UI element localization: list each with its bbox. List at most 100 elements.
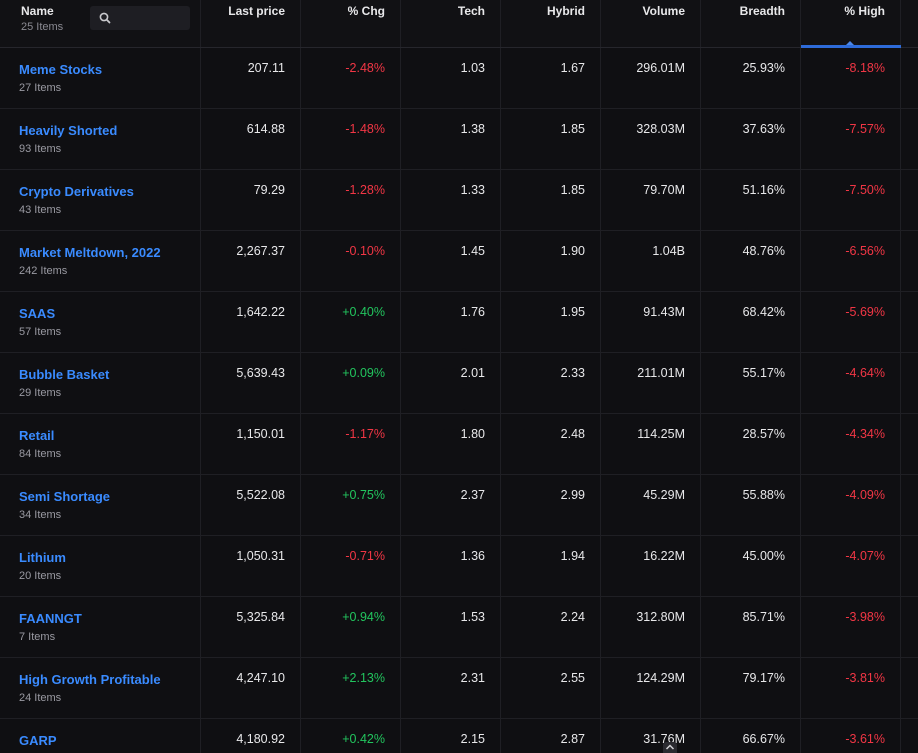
high-value: -7.50% (845, 183, 885, 197)
last-price-cell: 4,247.10 (201, 658, 301, 718)
table-row[interactable]: Meme Stocks 27 Items 207.11 -2.48% 1.03 1.67 2… (0, 48, 918, 109)
tech-column-header[interactable]: Tech (457, 4, 485, 18)
tech-value: 1.03 (460, 61, 485, 75)
table-row[interactable]: Lithium 20 Items 1,050.31 -0.71% 1.36 1.94 16.… (0, 536, 918, 597)
tech-value: 1.33 (460, 183, 485, 197)
breadth-value: 45.00% (742, 549, 785, 563)
basket-name-link[interactable]: Lithium (19, 550, 66, 565)
chg-value: +0.75% (342, 488, 385, 502)
basket-name-link[interactable]: Meme Stocks (19, 62, 103, 77)
hybrid-cell: 2.24 (501, 597, 601, 657)
breadth-value: 55.88% (742, 488, 785, 502)
basket-name-link[interactable]: Bubble Basket (19, 367, 110, 382)
name-column-header[interactable]: Name (21, 4, 54, 18)
table-row[interactable]: SAAS 57 Items 1,642.22 +0.40% 1.76 1.95 91.43M… (0, 292, 918, 353)
basket-item-count: 93 Items (19, 143, 62, 155)
basket-item-count: 29 Items (19, 387, 62, 399)
tech-value: 2.37 (460, 488, 485, 502)
high-cell: -3.61% (801, 719, 901, 753)
volume-value: 296.01M (636, 61, 685, 75)
last-price-value: 1,642.22 (236, 305, 285, 319)
volume-cell: 31.76M (601, 719, 701, 753)
breadth-cell: 25.93% (701, 48, 801, 108)
tech-cell: 2.01 (401, 353, 501, 413)
high-cell: -3.81% (801, 658, 901, 718)
basket-name-link[interactable]: Crypto Derivatives (19, 184, 134, 199)
high-value: -6.56% (845, 244, 885, 258)
breadth-value: 51.16% (742, 183, 785, 197)
volume-cell: 312.80M (601, 597, 701, 657)
table-row[interactable]: Market Meltdown, 2022 242 Items 2,267.37 -0… (0, 231, 918, 292)
search-input[interactable] (90, 6, 190, 30)
basket-item-count: 242 Items (19, 265, 68, 277)
hybrid-value: 2.87 (560, 732, 585, 746)
last-price-value: 2,267.37 (236, 244, 285, 258)
tech-value: 1.38 (460, 122, 485, 136)
chg-cell: +2.13% (301, 658, 401, 718)
chg-cell: -1.48% (301, 109, 401, 169)
hybrid-value: 1.94 (560, 549, 585, 563)
table-row[interactable]: GARP 4,180.92 +0.42% 2.15 2.87 31.76M 66.67% -3… (0, 719, 918, 753)
basket-item-count: 7 Items (19, 631, 56, 643)
volume-cell: 296.01M (601, 48, 701, 108)
table-row[interactable]: Crypto Derivatives 43 Items 79.29 -1.28% 1.3… (0, 170, 918, 231)
breadth-cell: 51.16% (701, 170, 801, 230)
high-cell: -3.98% (801, 597, 901, 657)
basket-name-link[interactable]: GARP (19, 733, 57, 748)
tech-cell: 2.37 (401, 475, 501, 535)
row-spacer-cell (901, 109, 918, 169)
tech-value: 1.45 (460, 244, 485, 258)
breadth-cell: 85.71% (701, 597, 801, 657)
scroll-up-button[interactable] (663, 742, 677, 753)
breadth-column-header[interactable]: Breadth (739, 4, 785, 18)
basket-name-link[interactable]: SAAS (19, 306, 56, 321)
table-row[interactable]: High Growth Profitable 24 Items 4,247.10 +2… (0, 658, 918, 719)
basket-item-count: 20 Items (19, 570, 62, 582)
last-price-value: 614.88 (246, 122, 285, 136)
table-row[interactable]: Heavily Shorted 93 Items 614.88 -1.48% 1.38 1… (0, 109, 918, 170)
last-price-cell: 207.11 (201, 48, 301, 108)
breadth-cell: 45.00% (701, 536, 801, 596)
high-cell: -5.69% (801, 292, 901, 352)
chg-cell: -0.10% (301, 231, 401, 291)
last-price-value: 1,050.31 (236, 549, 285, 563)
basket-name-link[interactable]: High Growth Profitable (19, 672, 161, 687)
hybrid-column-header[interactable]: Hybrid (546, 4, 585, 18)
tech-cell: 1.76 (401, 292, 501, 352)
breadth-value: 68.42% (742, 305, 785, 319)
name-cell: FAANNGT 7 Items (0, 597, 201, 657)
chg-column-header[interactable]: % Chg (347, 4, 385, 18)
tech-cell: 1.80 (401, 414, 501, 474)
table-row[interactable]: Retail 84 Items 1,150.01 -1.17% 1.80 2.48 114.… (0, 414, 918, 475)
basket-name-link[interactable]: Semi Shortage (19, 489, 111, 504)
high-column-header[interactable]: % High (844, 4, 885, 18)
hybrid-value: 2.48 (560, 427, 585, 441)
sort-caret-icon (846, 41, 854, 45)
search-icon (99, 12, 111, 24)
volume-column-header[interactable]: Volume (642, 4, 685, 18)
basket-name-link[interactable]: Heavily Shorted (19, 123, 118, 138)
basket-name-link[interactable]: FAANNGT (19, 611, 82, 626)
volume-cell: 114.25M (601, 414, 701, 474)
hybrid-value: 1.67 (560, 61, 585, 75)
hybrid-value: 2.55 (560, 671, 585, 685)
last-price-column-header[interactable]: Last price (228, 4, 285, 18)
high-value: -4.07% (845, 549, 885, 563)
chg-value: +2.13% (342, 671, 385, 685)
tech-value: 1.53 (460, 610, 485, 624)
chg-cell: -2.48% (301, 48, 401, 108)
table-row[interactable]: Bubble Basket 29 Items 5,639.43 +0.09% 2.01 2… (0, 353, 918, 414)
chg-cell: -1.28% (301, 170, 401, 230)
basket-name-link[interactable]: Retail (19, 428, 55, 443)
high-value: -8.18% (845, 61, 885, 75)
table-row[interactable]: FAANNGT 7 Items 5,325.84 +0.94% 1.53 2.24 312.… (0, 597, 918, 658)
header-breadth-cell: Breadth (701, 0, 801, 47)
chg-cell: -0.71% (301, 536, 401, 596)
basket-name-link[interactable]: Market Meltdown, 2022 (19, 245, 161, 260)
row-spacer-cell (901, 536, 918, 596)
last-price-cell: 5,325.84 (201, 597, 301, 657)
breadth-value: 85.71% (742, 610, 785, 624)
hybrid-cell: 1.67 (501, 48, 601, 108)
chg-cell: +0.75% (301, 475, 401, 535)
table-row[interactable]: Semi Shortage 34 Items 5,522.08 +0.75% 2.37 2… (0, 475, 918, 536)
